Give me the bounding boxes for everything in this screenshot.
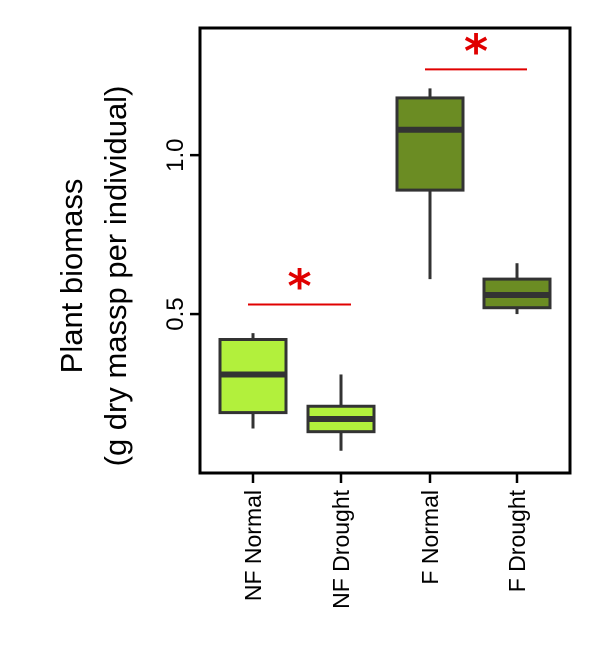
plot-frame	[198, 26, 572, 475]
y-axis-label-line2: (g dry massp per individual)	[98, 86, 133, 467]
x-tick-label: F Drought	[504, 489, 530, 592]
x-tick-label: NF Drought	[328, 489, 354, 608]
significance-star: *	[287, 260, 311, 314]
y-axis-ticks: 0.5 1.0	[162, 138, 200, 331]
box	[395, 96, 465, 192]
significance-star: *	[464, 24, 488, 78]
x-tick-label: F Normal	[417, 490, 443, 585]
y-tick-label: 1.0	[162, 138, 189, 171]
y-axis-label-line1: Plant biomass	[54, 179, 89, 374]
x-axis-ticks: NF Normal NF Drought F Normal F Drought	[240, 473, 530, 609]
y-tick-label: 0.5	[162, 297, 189, 330]
significance-markers: **	[248, 24, 527, 314]
box-series	[218, 88, 552, 451]
x-tick-label: NF Normal	[240, 490, 266, 601]
